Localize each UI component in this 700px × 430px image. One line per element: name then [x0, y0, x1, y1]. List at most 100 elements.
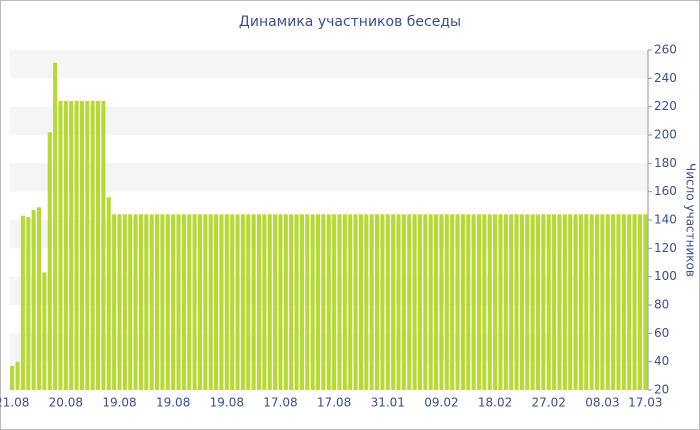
bar — [79, 101, 84, 390]
bar — [434, 214, 439, 390]
bar — [138, 214, 143, 390]
bar — [455, 214, 460, 390]
bar — [283, 214, 288, 390]
x-tick-label: 18.02 — [478, 396, 512, 410]
bar — [187, 214, 192, 390]
bar — [294, 214, 299, 390]
bar — [487, 214, 492, 390]
bar — [251, 214, 256, 390]
bar — [321, 214, 326, 390]
bar — [401, 214, 406, 390]
bar — [262, 214, 267, 390]
bar — [369, 214, 374, 390]
bar — [128, 214, 133, 390]
bar — [391, 214, 396, 390]
bar — [112, 214, 117, 390]
bar — [407, 214, 412, 390]
bar — [460, 214, 465, 390]
y-tick-label: 200 — [654, 128, 677, 142]
bar — [289, 214, 294, 390]
bar — [332, 214, 337, 390]
bar — [632, 214, 637, 390]
bar — [197, 214, 203, 390]
y-tick-label: 80 — [654, 298, 669, 312]
bar — [611, 214, 616, 390]
bar — [106, 197, 111, 390]
bar — [509, 214, 514, 390]
bar — [493, 214, 498, 390]
y-tick-label: 260 — [654, 43, 677, 57]
y-axis-label: Число участников — [684, 163, 698, 277]
bar — [364, 214, 369, 390]
x-tick-label: 17.08 — [263, 396, 297, 410]
bar — [122, 214, 127, 390]
bar — [155, 214, 160, 390]
bar — [15, 361, 20, 390]
bar — [573, 214, 578, 390]
bar — [36, 207, 42, 390]
bar — [69, 101, 74, 390]
x-tick-label: 19.08 — [210, 396, 244, 410]
bar — [616, 214, 621, 390]
bar — [498, 214, 503, 390]
bar — [530, 214, 535, 390]
bar — [305, 214, 310, 390]
bar — [375, 214, 380, 390]
bar — [482, 214, 487, 390]
bar — [541, 214, 546, 390]
grid-band — [9, 50, 648, 79]
bar — [278, 214, 283, 390]
bar — [568, 214, 573, 390]
y-tick-label: 160 — [654, 184, 677, 198]
bar — [358, 214, 363, 390]
bar — [594, 214, 600, 390]
bar — [605, 214, 610, 390]
bar — [600, 214, 605, 390]
bar — [256, 214, 262, 390]
bar — [552, 214, 557, 390]
bar — [348, 214, 353, 390]
bar — [214, 214, 219, 390]
x-tick-label: 19.08 — [102, 396, 136, 410]
bar — [380, 214, 385, 390]
bar — [85, 101, 90, 390]
grid-band — [9, 163, 648, 192]
chart-title: Динамика участников беседы — [239, 14, 461, 30]
bar — [149, 214, 154, 390]
bar — [90, 101, 95, 390]
bar — [562, 214, 567, 390]
bar — [240, 214, 245, 390]
bar — [557, 214, 562, 390]
bar — [353, 214, 358, 390]
bar — [299, 214, 304, 390]
bar — [133, 214, 138, 390]
x-tick-label: 19.08 — [156, 396, 190, 410]
bar — [165, 214, 170, 390]
bar — [471, 214, 476, 390]
bar — [219, 214, 224, 390]
bar — [546, 214, 551, 390]
bar — [476, 214, 482, 390]
x-tick-label: 31.01 — [371, 396, 405, 410]
x-tick-label: 09.02 — [424, 396, 458, 410]
bar — [160, 214, 165, 390]
bar — [176, 214, 181, 390]
bar — [63, 101, 68, 390]
bar — [230, 214, 235, 390]
x-tick-label: 08.03 — [585, 396, 619, 410]
bar — [192, 214, 197, 390]
y-tick-label: 140 — [654, 213, 677, 227]
bar — [144, 214, 149, 390]
bar — [26, 217, 31, 390]
bar — [589, 214, 594, 390]
bar — [337, 214, 342, 390]
x-tick-label: 21.08 — [0, 396, 29, 410]
bar — [428, 214, 433, 390]
bar — [208, 214, 213, 390]
bar — [514, 214, 519, 390]
bar — [423, 214, 428, 390]
x-tick-label: 17.03 — [628, 396, 662, 410]
bar — [584, 214, 589, 390]
y-tick-label: 240 — [654, 71, 677, 85]
bar — [171, 214, 176, 390]
